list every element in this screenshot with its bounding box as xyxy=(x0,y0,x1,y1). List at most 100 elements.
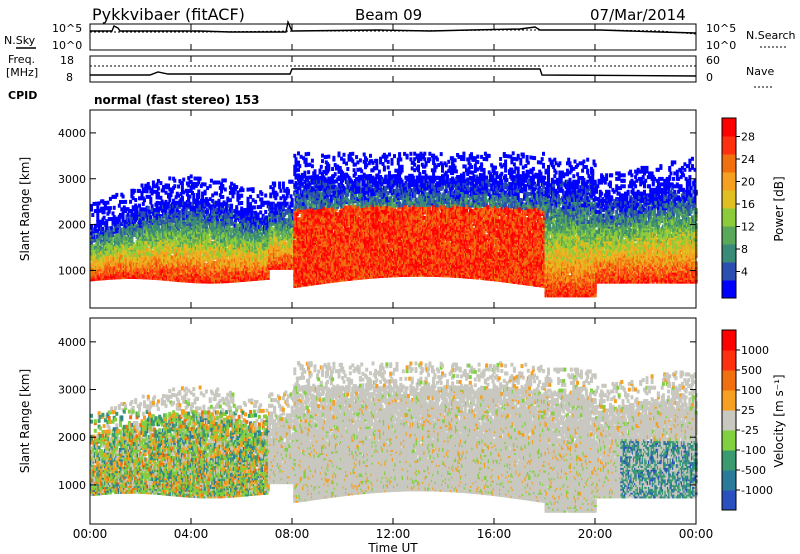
range-cell xyxy=(112,227,116,232)
range-cell xyxy=(164,209,168,213)
range-cell xyxy=(117,203,121,208)
range-cell xyxy=(189,174,193,179)
range-cell xyxy=(156,179,160,183)
range-cell xyxy=(208,197,212,202)
range-cell xyxy=(92,201,96,206)
range-cell xyxy=(121,194,125,199)
range-cell xyxy=(110,217,114,221)
range-cell xyxy=(121,231,125,236)
range-cell xyxy=(175,222,179,227)
range-cell xyxy=(197,189,201,194)
range-cell xyxy=(218,220,222,225)
nsearch-label: N.Search xyxy=(746,29,796,42)
range-cell xyxy=(201,198,205,203)
range-cell xyxy=(134,198,138,202)
range-cell xyxy=(150,187,154,192)
range-cell xyxy=(189,179,193,184)
range-cell xyxy=(198,239,202,244)
range-cell xyxy=(151,184,155,189)
range-cell xyxy=(250,229,254,234)
range-cell xyxy=(135,205,139,210)
range-cell xyxy=(168,176,172,181)
range-cell xyxy=(300,182,304,187)
range-cell xyxy=(220,209,223,214)
station-title: Pykkvibaer (fitACF) xyxy=(92,5,245,24)
range-cell xyxy=(223,187,227,192)
range-cell xyxy=(150,204,154,209)
range-cell xyxy=(183,243,187,248)
nsearch-tick-low: 10^0 xyxy=(706,39,736,52)
range-cell xyxy=(256,194,260,199)
range-cell xyxy=(173,184,177,189)
range-cell xyxy=(130,216,134,221)
range-cell xyxy=(101,221,105,226)
range-cell xyxy=(93,223,97,228)
range-cell xyxy=(145,220,149,225)
nave-label: Nave xyxy=(746,65,774,78)
range-cell xyxy=(132,188,136,193)
range-cell xyxy=(192,211,196,216)
range-cell xyxy=(246,200,250,205)
range-cell xyxy=(297,167,300,172)
range-cell xyxy=(197,193,201,198)
range-cell xyxy=(256,205,260,210)
range-cell xyxy=(230,181,234,186)
range-cell xyxy=(297,228,300,233)
range-cell xyxy=(201,191,205,196)
range-cell xyxy=(184,251,188,256)
range-cell xyxy=(138,203,141,208)
range-cell xyxy=(145,187,149,192)
range-cell xyxy=(170,222,174,227)
range-cell xyxy=(217,228,221,233)
range-cell xyxy=(164,199,168,204)
range-cell xyxy=(140,183,144,188)
beam-title: Beam 09 xyxy=(355,6,422,24)
range-cell xyxy=(307,151,311,156)
range-cell xyxy=(192,235,196,240)
range-cell xyxy=(140,190,144,195)
range-cell xyxy=(221,184,225,188)
power-data xyxy=(90,151,698,298)
range-cell xyxy=(297,173,300,178)
range-cell xyxy=(182,190,186,195)
range-cell xyxy=(211,193,215,198)
range-cell xyxy=(139,196,143,201)
range-cell xyxy=(149,196,153,201)
range-cell xyxy=(192,192,196,197)
range-cell xyxy=(146,205,150,210)
range-cell xyxy=(215,180,218,185)
range-cell xyxy=(148,185,152,190)
range-cell xyxy=(201,195,205,200)
range-cell xyxy=(278,185,282,190)
range-cell xyxy=(155,182,159,187)
range-cell xyxy=(130,234,134,239)
range-cell xyxy=(232,183,236,188)
range-cell xyxy=(273,181,277,186)
range-cell xyxy=(221,220,225,225)
range-cell xyxy=(165,205,169,210)
range-cell xyxy=(217,198,221,203)
range-cell xyxy=(98,219,102,224)
range-cell xyxy=(156,206,160,211)
range-cell xyxy=(213,220,217,225)
range-cell xyxy=(259,210,263,215)
range-cell xyxy=(275,192,279,197)
range-cell xyxy=(173,204,177,209)
range-cell xyxy=(149,200,153,205)
range-cell xyxy=(192,196,196,201)
range-cell xyxy=(281,185,285,190)
range-cell xyxy=(240,193,244,198)
range-cell xyxy=(289,194,293,199)
range-cell xyxy=(307,170,311,175)
nave-tick-high: 60 xyxy=(706,54,720,67)
range-cell xyxy=(194,216,198,221)
freq-unit: [MHz] xyxy=(6,66,38,79)
range-cell xyxy=(220,189,223,194)
range-cell xyxy=(141,216,145,221)
range-cell xyxy=(96,205,100,210)
range-cell xyxy=(105,224,109,229)
range-cell xyxy=(216,220,220,225)
range-cell xyxy=(95,201,98,206)
range-cell xyxy=(121,209,125,214)
range-cell xyxy=(160,199,164,204)
